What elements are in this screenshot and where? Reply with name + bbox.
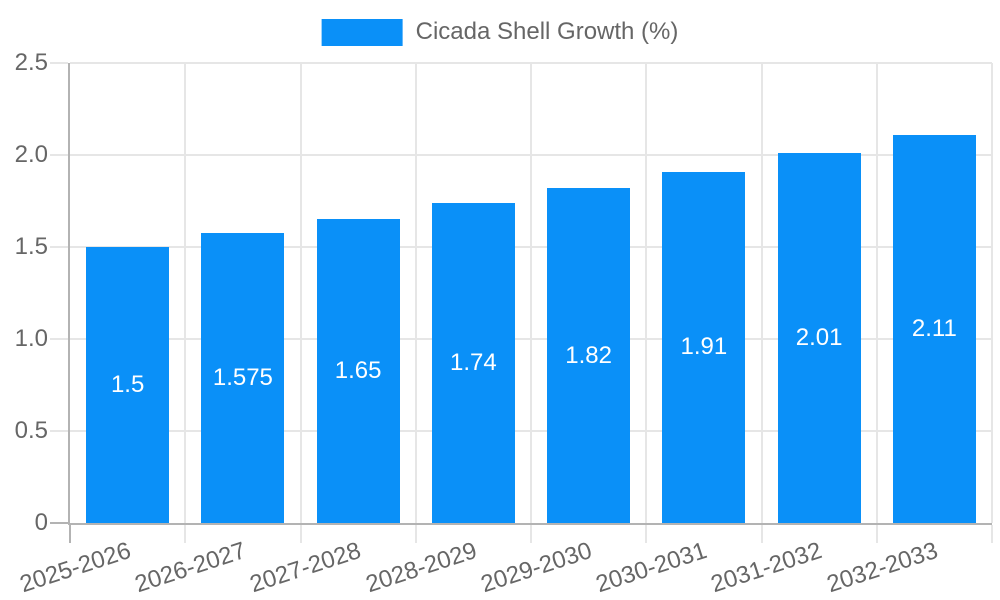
x-tick-label: 2030-2031: [592, 537, 711, 599]
x-gridline: [414, 63, 417, 523]
x-gridline: [184, 63, 187, 523]
x-tick-label: 2029-2030: [477, 537, 595, 599]
bar[interactable]: 1.5: [86, 247, 170, 523]
y-axis-tick: [50, 246, 68, 248]
x-gridline: [875, 63, 878, 523]
legend-swatch: [321, 18, 403, 46]
x-tick-label: 2028-2029: [362, 537, 480, 599]
x-axis-tick: [414, 525, 417, 543]
y-tick-label: 2.5: [14, 49, 48, 76]
bar[interactable]: 1.575: [201, 233, 285, 523]
y-tick-label: 0.5: [14, 417, 48, 444]
bar[interactable]: 1.82: [547, 188, 631, 523]
x-axis-tick: [991, 525, 993, 543]
y-axis-tick: [50, 62, 68, 64]
y-axis-tick: [50, 522, 68, 524]
bar[interactable]: 1.91: [662, 171, 746, 523]
x-tick-label: 2025-2026: [16, 537, 134, 599]
y-tick-label: 2.0: [14, 141, 48, 168]
bar-value-label: 2.01: [795, 324, 843, 352]
x-tick-label: 2026-2027: [131, 537, 250, 599]
bar[interactable]: 1.65: [316, 219, 400, 523]
bar-value-label: 1.74: [450, 348, 497, 376]
x-gridline: [991, 63, 993, 523]
y-tick-label: 1.5: [14, 233, 48, 260]
x-tick-label: 2032-2033: [823, 537, 941, 599]
bar[interactable]: 2.01: [777, 153, 861, 523]
legend-item[interactable]: Cicada Shell Growth (%): [321, 18, 679, 46]
x-tick-label: 2027-2028: [246, 537, 365, 599]
y-tick-label: 1.0: [14, 325, 48, 352]
plot-area: 1.5 1.575 1.65 1.74 1.82 1.91 2.01 2.11: [50, 62, 993, 543]
bar-value-label: 1.65: [334, 357, 382, 385]
x-gridline: [299, 63, 302, 523]
bar-value-label: 1.82: [565, 341, 612, 369]
bar-value-label: 1.91: [680, 333, 728, 361]
x-axis-tick: [299, 525, 302, 543]
x-gridline: [645, 63, 648, 523]
x-axis-tick: [760, 525, 763, 543]
bar-value-label: 1.575: [212, 364, 273, 392]
x-axis-tick: [530, 525, 532, 543]
x-axis-tick: [69, 525, 71, 543]
y-axis-tick: [50, 430, 68, 432]
bar-value-label: 1.5: [110, 371, 145, 398]
x-axis-tick: [645, 525, 648, 543]
legend-label: Cicada Shell Growth (%): [415, 18, 679, 45]
bar-value-label: 2.11: [911, 314, 957, 342]
x-axis-tick: [875, 525, 878, 543]
x-tick-label: 2031-2032: [707, 537, 826, 599]
bar[interactable]: 1.74: [431, 202, 515, 523]
y-axis-tick: [50, 338, 68, 340]
y-tick-label: 0: [34, 509, 48, 536]
y-axis-tick: [50, 154, 68, 156]
x-gridline: [760, 63, 763, 523]
bar[interactable]: 2.11: [892, 134, 976, 523]
x-gridline: [530, 63, 532, 523]
x-axis-tick: [184, 525, 187, 543]
